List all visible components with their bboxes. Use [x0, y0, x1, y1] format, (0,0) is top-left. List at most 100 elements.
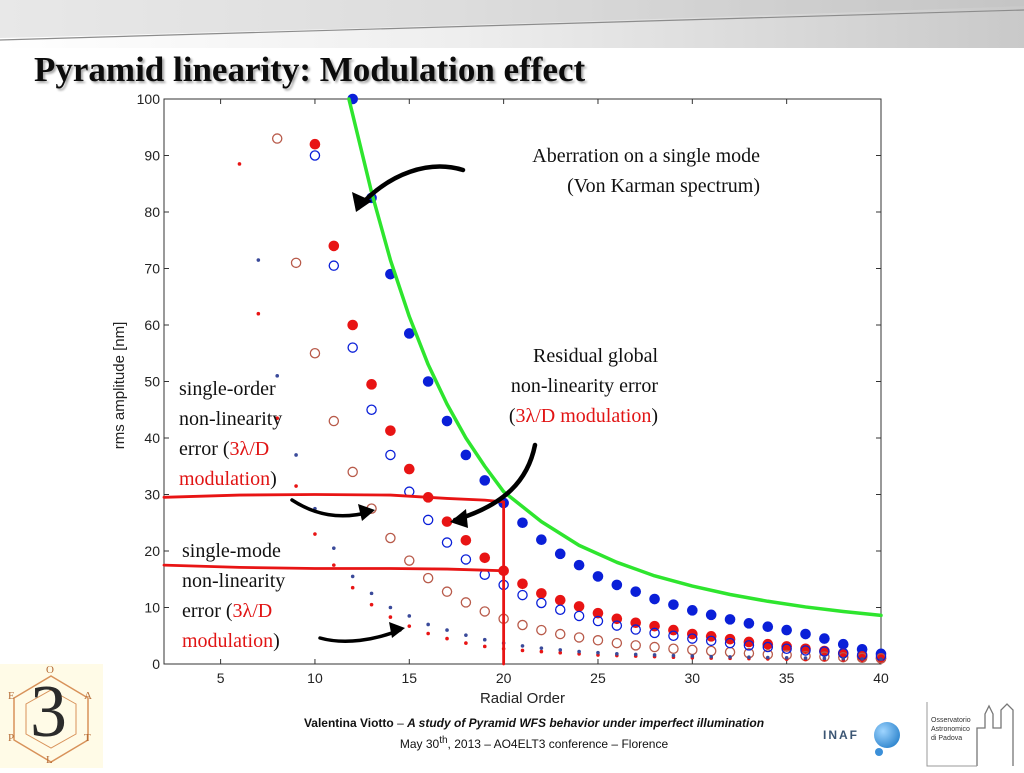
residual_global-point	[347, 319, 358, 331]
annotation-residual-line3: (3λ/D modulation)	[430, 401, 658, 431]
observatory-logo-text: Osservatorio Astronomico di Padova	[931, 716, 975, 743]
aberration-point	[441, 415, 453, 427]
single_mode_blue-point	[350, 574, 355, 579]
y-axis-label: rms amplitude [nm]	[111, 322, 128, 450]
single_order-point	[517, 619, 528, 631]
single_mode_blue-point	[539, 646, 544, 650]
single_mode_blue-point	[577, 649, 581, 654]
inaf-logo-icon	[874, 722, 900, 748]
single_order-point	[649, 641, 660, 653]
single_mode_red-point	[539, 649, 544, 654]
von-karman-curve	[347, 97, 883, 618]
aberration-point	[762, 621, 774, 633]
single_order_blue-point	[573, 610, 585, 622]
single_order_blue-point	[781, 643, 792, 654]
aberration-point	[743, 618, 755, 629]
single_mode_blue-point	[275, 374, 280, 378]
single_mode_blue-point	[690, 654, 695, 658]
annotation-residual-close: )	[651, 405, 658, 427]
single_order-point	[290, 257, 302, 269]
single_order-point	[404, 555, 415, 566]
aberration-point	[724, 614, 736, 625]
residual_global-point	[668, 624, 679, 636]
single_order_blue-point	[668, 630, 679, 642]
aberration-point	[592, 571, 604, 582]
annotation-residual-open: (	[508, 405, 516, 427]
single_mode_red-point	[256, 311, 261, 316]
single_order-point	[347, 466, 358, 478]
single_mode_red-point	[388, 615, 393, 619]
single_mode_blue-point	[728, 655, 732, 659]
aberration-point	[630, 586, 642, 597]
single_mode_blue-point	[596, 650, 600, 655]
single_mode_red-point	[445, 636, 449, 641]
aberration-point	[781, 624, 792, 636]
single_order_blue-point	[347, 342, 358, 353]
single_mode_red-point	[313, 532, 317, 536]
observatory-tower-icon	[926, 702, 1014, 767]
y-tick-label: 100	[137, 91, 161, 107]
single_mode_blue-point	[671, 653, 676, 658]
residual_global-point	[592, 607, 604, 619]
single_mode_blue-point	[294, 453, 298, 457]
annotation-single-mode-line3: error (3λ/D	[182, 596, 322, 626]
single_mode_red-point	[332, 563, 336, 567]
single_mode_red-point	[294, 484, 298, 488]
residual_global-point	[536, 588, 547, 599]
single_mode_red-point	[426, 631, 430, 636]
aberration-point	[800, 628, 811, 640]
arrow-residual	[452, 442, 538, 523]
x-axis-label: Radial Order	[480, 690, 565, 707]
single_order_blue-point	[309, 150, 321, 161]
single_mode_red-point	[407, 624, 412, 628]
x-tick-label: 30	[685, 670, 701, 686]
x-tick-label: 15	[402, 670, 418, 686]
ao4elt3-logo-letter-l: L	[46, 754, 53, 766]
single_mode_red-point	[464, 641, 468, 645]
single_mode_blue-point	[256, 258, 261, 262]
annotation-single-order-mod-b: modulation	[179, 468, 271, 490]
annotation-single-mode: single-mode non-linearity error (3λ/D mo…	[182, 536, 322, 656]
single_mode_blue-point	[633, 652, 638, 657]
aberration-point	[819, 633, 830, 644]
aberration-point	[554, 548, 566, 560]
ao4elt3-logo-letter-t: T	[84, 732, 91, 744]
single_mode_blue-point	[369, 591, 374, 596]
single_order_blue-point	[385, 449, 396, 461]
single_order-point	[309, 347, 321, 359]
x-tick-label: 10	[307, 670, 323, 686]
aberration-point	[837, 638, 849, 650]
single_mode_blue-point	[482, 637, 487, 642]
single_mode_red-point	[558, 650, 563, 655]
x-tick-label: 20	[496, 670, 512, 686]
footer-dash: –	[393, 716, 408, 730]
single_mode_blue-point	[765, 655, 770, 660]
single_order-point	[573, 632, 585, 643]
single_order-point	[611, 637, 623, 649]
residual_global-point	[819, 645, 830, 657]
single_mode_blue-point	[445, 628, 449, 632]
single_mode_blue-point	[332, 546, 336, 550]
single_mode_blue-point	[747, 655, 751, 660]
aberration-point	[705, 609, 717, 621]
y-tick-label: 80	[144, 204, 160, 220]
annotation-single-mode-close: )	[273, 630, 280, 652]
observatory-line1: Osservatorio	[931, 717, 971, 724]
aberration-point	[649, 593, 660, 605]
annotation-single-order-close: )	[270, 468, 277, 490]
single_mode_blue-point	[841, 656, 846, 661]
ao4elt3-logo	[0, 664, 103, 768]
residual_global-point	[385, 425, 396, 436]
residual_global-point	[781, 641, 792, 652]
single_order_blue-point	[630, 624, 641, 635]
aberration-point	[479, 475, 491, 486]
single_mode_red-point	[520, 648, 525, 653]
residual_global-point	[366, 379, 377, 390]
single_mode_red-point	[237, 162, 242, 166]
single_order_blue-point	[743, 640, 755, 651]
single_order-point	[668, 643, 679, 654]
single_order_blue-point	[611, 620, 623, 631]
aberration-point	[536, 534, 547, 545]
annotation-aberration-line1: Aberration on a single mode	[532, 145, 760, 167]
y-tick-label: 40	[144, 430, 160, 446]
